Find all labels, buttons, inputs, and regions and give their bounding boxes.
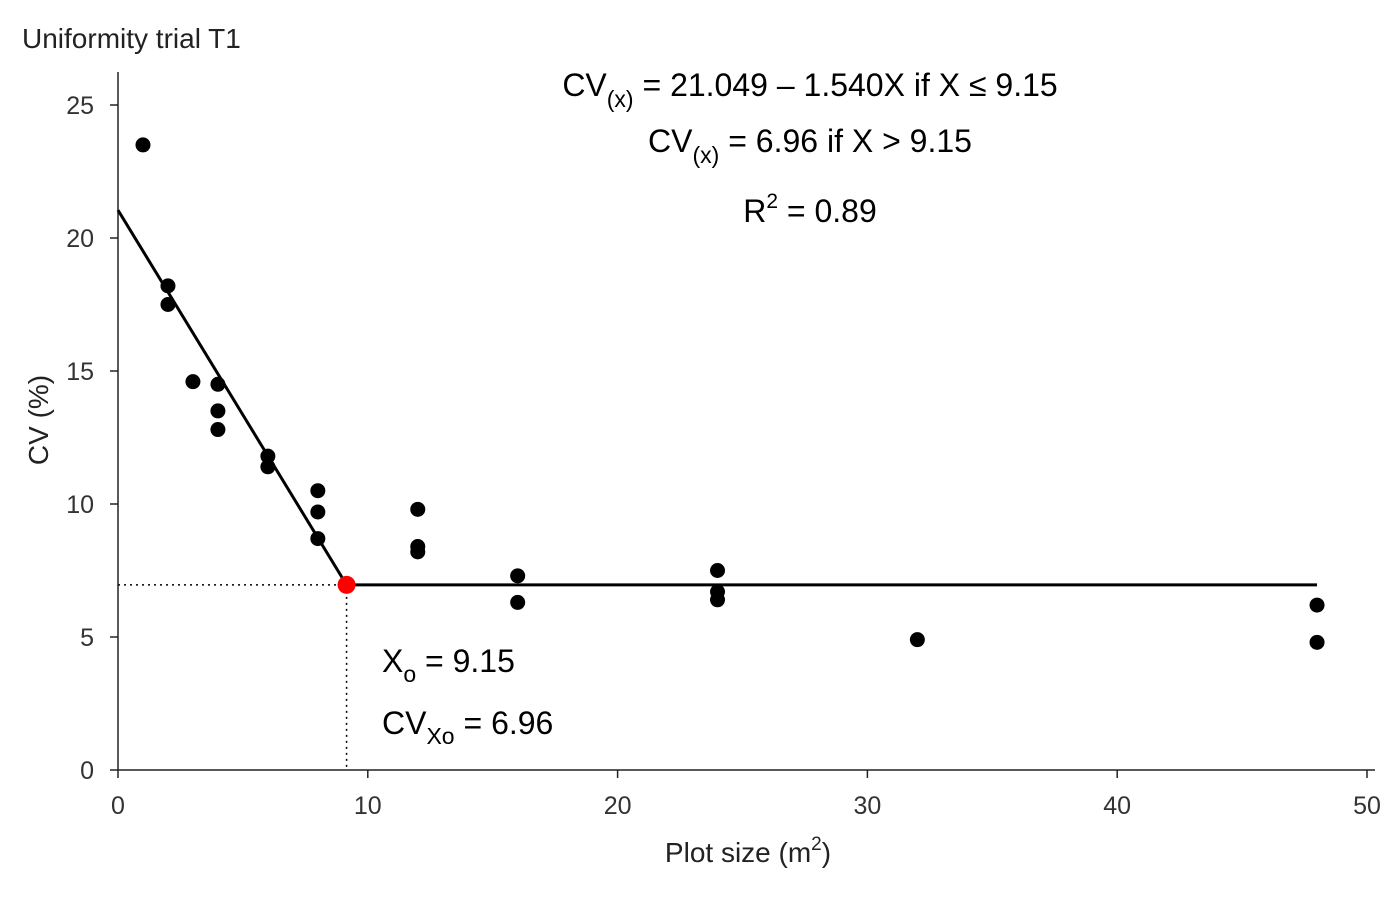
- data-points: [135, 137, 1325, 650]
- x-axis-label-main: Plot size (m: [665, 837, 811, 868]
- y-tick-label: 25: [66, 92, 94, 120]
- x-tick-label: 50: [1353, 792, 1381, 820]
- r-squared: R2 = 0.89: [743, 190, 877, 229]
- x-axis-label-end: ): [822, 837, 831, 868]
- axes: [117, 72, 1375, 771]
- y-tick-label: 15: [66, 358, 94, 386]
- x-axis-label-sup: 2: [811, 834, 822, 855]
- y-tick-label: 5: [80, 624, 94, 652]
- chart-title: Uniformity trial T1: [22, 23, 241, 54]
- data-point: [135, 137, 151, 153]
- x-tick-label: 10: [354, 792, 382, 820]
- data-point: [410, 501, 426, 517]
- data-point: [260, 448, 276, 464]
- equation-line-1: CV(x) = 21.049 – 1.540X if X ≤ 9.15: [562, 67, 1057, 112]
- data-point: [210, 376, 226, 392]
- data-point: [909, 632, 925, 648]
- data-point: [310, 531, 326, 547]
- equation-line-2: CV(x) = 6.96 if X > 9.15: [648, 123, 972, 168]
- data-point: [185, 374, 201, 390]
- data-point: [160, 278, 176, 294]
- x-tick-label: 30: [853, 792, 881, 820]
- breakpoint-point: [337, 575, 356, 594]
- y-tick-label: 0: [80, 757, 94, 785]
- data-point: [160, 297, 176, 312]
- data-point: [210, 422, 226, 438]
- breakpoint-x-label: Xo = 9.15: [382, 643, 515, 687]
- data-point: [710, 563, 726, 578]
- data-point: [1309, 634, 1325, 650]
- breakpoint-cv-label: CVXo = 6.96: [382, 705, 553, 749]
- ticks: 0 10 20 30 40 50 0 5 10 15 20 25: [66, 92, 1381, 820]
- data-point: [1309, 597, 1325, 613]
- data-point: [510, 568, 526, 584]
- y-tick-label: 10: [66, 491, 94, 519]
- y-tick-label: 20: [66, 225, 94, 253]
- data-point: [510, 594, 526, 610]
- data-point: [310, 504, 326, 520]
- data-point: [410, 544, 426, 560]
- fit-lines: [116, 209, 1318, 587]
- data-point: [310, 483, 326, 499]
- linear-segment: [116, 209, 348, 586]
- x-tick-label: 40: [1103, 792, 1131, 820]
- data-point: [710, 592, 726, 608]
- x-tick-label: 0: [111, 792, 125, 820]
- data-point: [210, 403, 226, 419]
- x-tick-label: 20: [604, 792, 632, 820]
- breakpoint-guides: [118, 584, 348, 770]
- y-axis-label: CV (%): [23, 375, 54, 465]
- x-axis-label: Plot size (m2): [665, 834, 831, 868]
- data-point: [260, 459, 276, 475]
